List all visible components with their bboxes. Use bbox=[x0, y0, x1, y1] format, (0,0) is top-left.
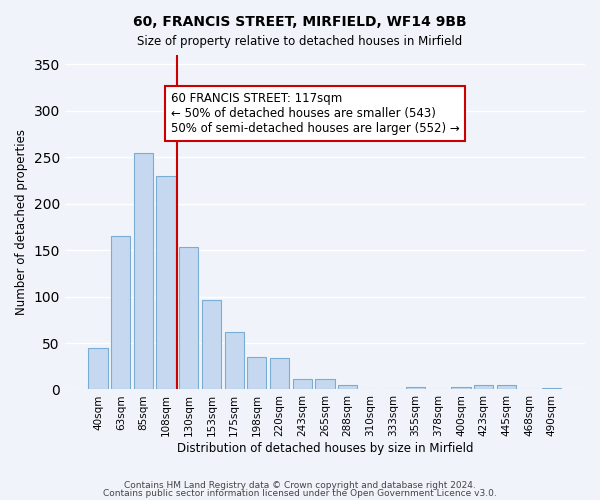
Bar bbox=[270, 358, 289, 390]
Bar bbox=[497, 385, 516, 390]
Bar bbox=[157, 176, 176, 390]
Bar bbox=[406, 386, 425, 390]
Text: Contains public sector information licensed under the Open Government Licence v3: Contains public sector information licen… bbox=[103, 488, 497, 498]
Bar bbox=[88, 348, 108, 390]
Text: Contains HM Land Registry data © Crown copyright and database right 2024.: Contains HM Land Registry data © Crown c… bbox=[124, 481, 476, 490]
Bar bbox=[293, 379, 312, 390]
Bar bbox=[179, 248, 199, 390]
Bar bbox=[474, 385, 493, 390]
Bar bbox=[111, 236, 130, 390]
Bar bbox=[451, 386, 470, 390]
Bar bbox=[224, 332, 244, 390]
Bar bbox=[134, 152, 153, 390]
Text: Size of property relative to detached houses in Mirfield: Size of property relative to detached ho… bbox=[137, 35, 463, 48]
Y-axis label: Number of detached properties: Number of detached properties bbox=[15, 129, 28, 315]
Bar bbox=[338, 385, 357, 390]
Bar bbox=[315, 379, 335, 390]
Bar bbox=[202, 300, 221, 390]
X-axis label: Distribution of detached houses by size in Mirfield: Distribution of detached houses by size … bbox=[176, 442, 473, 455]
Text: 60, FRANCIS STREET, MIRFIELD, WF14 9BB: 60, FRANCIS STREET, MIRFIELD, WF14 9BB bbox=[133, 15, 467, 29]
Bar bbox=[247, 357, 266, 390]
Bar bbox=[542, 388, 562, 390]
Text: 60 FRANCIS STREET: 117sqm
← 50% of detached houses are smaller (543)
50% of semi: 60 FRANCIS STREET: 117sqm ← 50% of detac… bbox=[170, 92, 460, 135]
